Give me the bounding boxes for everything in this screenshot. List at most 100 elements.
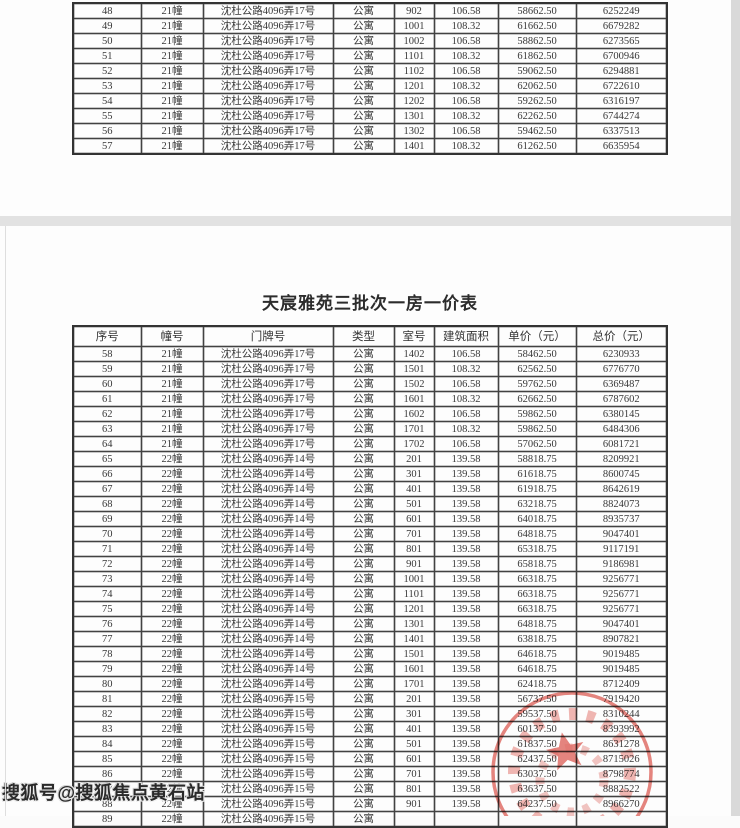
table-row: 52 21幢 沈杜公路4096弄17号 公寓 1102 106.58 59062.50 629… xyxy=(72,63,668,79)
cell-room: 1601 xyxy=(393,661,435,677)
table-row: 67 22幢 沈杜公路4096弄14号 公寓 401 139.58 61918.75 8642… xyxy=(72,481,668,497)
cell-building: 22幢 xyxy=(140,706,204,722)
cell-address: 沈杜公路4096弄14号 xyxy=(202,661,334,677)
cell-index: 65 xyxy=(72,451,142,467)
cell-index: 51 xyxy=(72,48,142,64)
cell-building: 22幢 xyxy=(140,601,204,617)
cell-type: 公寓 xyxy=(332,376,395,392)
cell-area: 108.32 xyxy=(433,78,499,94)
cell-building: 21幢 xyxy=(140,33,204,49)
cell-address: 沈杜公路4096弄14号 xyxy=(202,616,334,632)
col-header-index: 序号 xyxy=(72,325,142,347)
cell-unit-price: 59862.50 xyxy=(497,406,577,422)
cell-address: 沈杜公路4096弄14号 xyxy=(202,526,334,542)
cell-total-price: 8712409 xyxy=(575,676,668,692)
cell-address: 沈杜公路4096弄17号 xyxy=(202,421,334,437)
cell-type: 公寓 xyxy=(332,2,395,19)
cell-total-price: 6484306 xyxy=(575,421,668,437)
cell-room: 201 xyxy=(393,451,435,467)
cell-type: 公寓 xyxy=(332,33,395,49)
cell-address: 沈杜公路4096弄17号 xyxy=(202,406,334,422)
table-row: 74 22幢 沈杜公路4096弄14号 公寓 1101 139.58 66318.75 925… xyxy=(72,586,668,602)
cell-index: 52 xyxy=(72,63,142,79)
cell-room xyxy=(393,811,435,828)
cell-unit-price: 61662.50 xyxy=(497,18,577,34)
cell-total-price: 7919420 xyxy=(575,691,668,707)
cell-type: 公寓 xyxy=(332,721,395,737)
cell-total-price: 6635954 xyxy=(575,138,668,155)
cell-unit-price: 64818.75 xyxy=(497,616,577,632)
cell-type: 公寓 xyxy=(332,466,395,482)
cell-index: 55 xyxy=(72,108,142,124)
cell-address: 沈杜公路4096弄17号 xyxy=(202,436,334,452)
cell-address: 沈杜公路4096弄17号 xyxy=(202,2,334,19)
cell-area: 139.58 xyxy=(433,781,499,797)
cell-index: 53 xyxy=(72,78,142,94)
price-table-main-body: 58 21幢 沈杜公路4096弄17号 公寓 1402 106.58 58462.50 623… xyxy=(72,346,668,828)
cell-unit-price: 65318.75 xyxy=(497,541,577,557)
cell-area: 139.58 xyxy=(433,706,499,722)
cell-room: 301 xyxy=(393,466,435,482)
cell-address: 沈杜公路4096弄17号 xyxy=(202,63,334,79)
cell-room: 901 xyxy=(393,556,435,572)
cell-room: 1201 xyxy=(393,78,435,94)
cell-unit-price: 59062.50 xyxy=(497,63,577,79)
cell-building: 22幢 xyxy=(140,586,204,602)
cell-area: 139.58 xyxy=(433,766,499,782)
table-row: 69 22幢 沈杜公路4096弄14号 公寓 601 139.58 64018.75 8935… xyxy=(72,511,668,527)
cell-room: 401 xyxy=(393,481,435,497)
cell-total-price: 6744274 xyxy=(575,108,668,124)
table-row: 78 22幢 沈杜公路4096弄14号 公寓 1501 139.58 64618.75 901… xyxy=(72,646,668,662)
table-row: 59 21幢 沈杜公路4096弄17号 公寓 1501 108.32 62562.50 677… xyxy=(72,361,668,377)
cell-address: 沈杜公路4096弄15号 xyxy=(202,721,334,737)
cell-building: 22幢 xyxy=(140,736,204,752)
cell-type: 公寓 xyxy=(332,63,395,79)
screenshot-right-edge xyxy=(731,0,740,816)
cell-area: 108.32 xyxy=(433,48,499,64)
cell-unit-price: 61837.50 xyxy=(497,736,577,752)
cell-total-price: 6273565 xyxy=(575,33,668,49)
cell-building: 21幢 xyxy=(140,138,204,155)
cell-address: 沈杜公路4096弄14号 xyxy=(202,556,334,572)
table-row: 51 21幢 沈杜公路4096弄17号 公寓 1101 108.32 61862.50 670… xyxy=(72,48,668,64)
cell-index: 78 xyxy=(72,646,142,662)
cell-type: 公寓 xyxy=(332,78,395,94)
cell-index: 83 xyxy=(72,721,142,737)
cell-room: 901 xyxy=(393,796,435,812)
cell-building: 21幢 xyxy=(140,346,204,362)
page-left-edge xyxy=(5,226,6,816)
cell-total-price: 8600745 xyxy=(575,466,668,482)
cell-unit-price: 62262.50 xyxy=(497,108,577,124)
cell-unit-price: 58862.50 xyxy=(497,33,577,49)
page-1: 48 21幢 沈杜公路4096弄17号 公寓 902 106.58 58662.50 6252… xyxy=(0,0,731,216)
cell-address: 沈杜公路4096弄14号 xyxy=(202,511,334,527)
cell-area: 139.58 xyxy=(433,556,499,572)
cell-unit-price: 57062.50 xyxy=(497,436,577,452)
cell-area: 139.58 xyxy=(433,646,499,662)
table-row: 80 22幢 沈杜公路4096弄14号 公寓 1701 139.58 62418.75 871… xyxy=(72,676,668,692)
cell-area: 139.58 xyxy=(433,691,499,707)
cell-type: 公寓 xyxy=(332,123,395,139)
cell-area: 139.58 xyxy=(433,571,499,587)
table-row: 83 22幢 沈杜公路4096弄15号 公寓 401 139.58 60137.50 8393… xyxy=(72,721,668,737)
cell-room: 1001 xyxy=(393,18,435,34)
table-row: 66 22幢 沈杜公路4096弄14号 公寓 301 139.58 61618.75 8600… xyxy=(72,466,668,482)
cell-building: 22幢 xyxy=(140,571,204,587)
cell-index: 70 xyxy=(72,526,142,542)
cell-building: 21幢 xyxy=(140,78,204,94)
cell-building: 21幢 xyxy=(140,123,204,139)
cell-address: 沈杜公路4096弄17号 xyxy=(202,346,334,362)
cell-room: 1401 xyxy=(393,138,435,155)
cell-unit-price: 62562.50 xyxy=(497,361,577,377)
cell-total-price: 6337513 xyxy=(575,123,668,139)
cell-address: 沈杜公路4096弄17号 xyxy=(202,376,334,392)
cell-room: 701 xyxy=(393,766,435,782)
cell-index: 81 xyxy=(72,691,142,707)
cell-room: 801 xyxy=(393,541,435,557)
cell-room: 1001 xyxy=(393,571,435,587)
cell-type: 公寓 xyxy=(332,48,395,64)
cell-total-price: 6316197 xyxy=(575,93,668,109)
cell-area: 139.58 xyxy=(433,631,499,647)
col-header-unit-price: 单价（元） xyxy=(497,325,577,347)
cell-address: 沈杜公路4096弄17号 xyxy=(202,78,334,94)
